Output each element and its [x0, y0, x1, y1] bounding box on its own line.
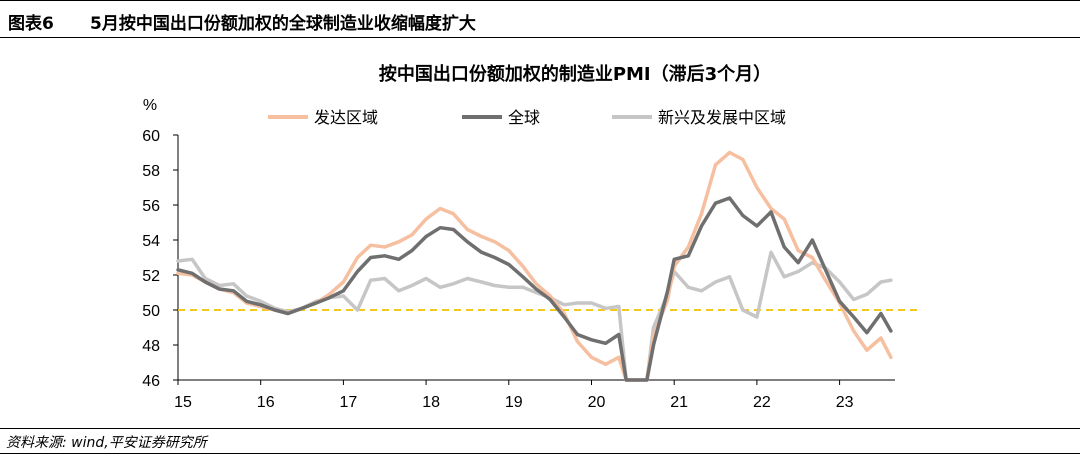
x-tick-label: 18 [422, 394, 440, 411]
y-tick-label: 60 [142, 128, 160, 145]
x-tick-label: 16 [257, 394, 275, 411]
legend-label: 发达区域 [314, 108, 378, 127]
y-tick-label: 48 [142, 338, 160, 355]
x-tick-label: 19 [505, 394, 523, 411]
chart-axes: 46 48 50 52 54 56 58 60% 15 16 17 18 19 20 21 22 23 [142, 97, 920, 411]
y-tick-label: 50 [142, 303, 160, 320]
x-tick-label: 15 [174, 394, 192, 411]
source-footer: 资料来源: wind,平安证券研究所 [0, 428, 1080, 454]
x-tick-label: 22 [753, 394, 771, 411]
legend-label: 新兴及发展中区域 [658, 108, 786, 127]
x-tick-label: 17 [339, 394, 357, 411]
figure-header: 图表6 5月按中国出口份额加权的全球制造业收缩幅度扩大 [0, 0, 1080, 38]
y-tick-label: 58 [142, 163, 160, 180]
y-tick-label: 54 [142, 233, 160, 250]
chart-legend: 发达区域 全球 新兴及发展中区域 [268, 108, 786, 127]
source-note: 资料来源: wind,平安证券研究所 [6, 435, 207, 451]
x-tick-label: 23 [836, 394, 854, 411]
x-tick-label: 21 [670, 394, 688, 411]
series-line [176, 196, 893, 382]
figure-number: 图表6 [8, 14, 54, 34]
chart-series [176, 150, 893, 382]
x-tick-label: 20 [588, 394, 606, 411]
y-tick-label: 46 [142, 373, 160, 390]
series-line [176, 250, 893, 382]
y-tick-label: 52 [142, 268, 160, 285]
y-axis-unit-label: % [143, 97, 157, 114]
chart-title: 按中国出口份额加权的制造业PMI（滞后3个月） [378, 64, 772, 85]
figure-title: 5月按中国出口份额加权的全球制造业收缩幅度扩大 [90, 14, 476, 34]
legend-label: 全球 [508, 108, 540, 127]
y-tick-label: 56 [142, 198, 160, 215]
series-line [176, 150, 893, 382]
